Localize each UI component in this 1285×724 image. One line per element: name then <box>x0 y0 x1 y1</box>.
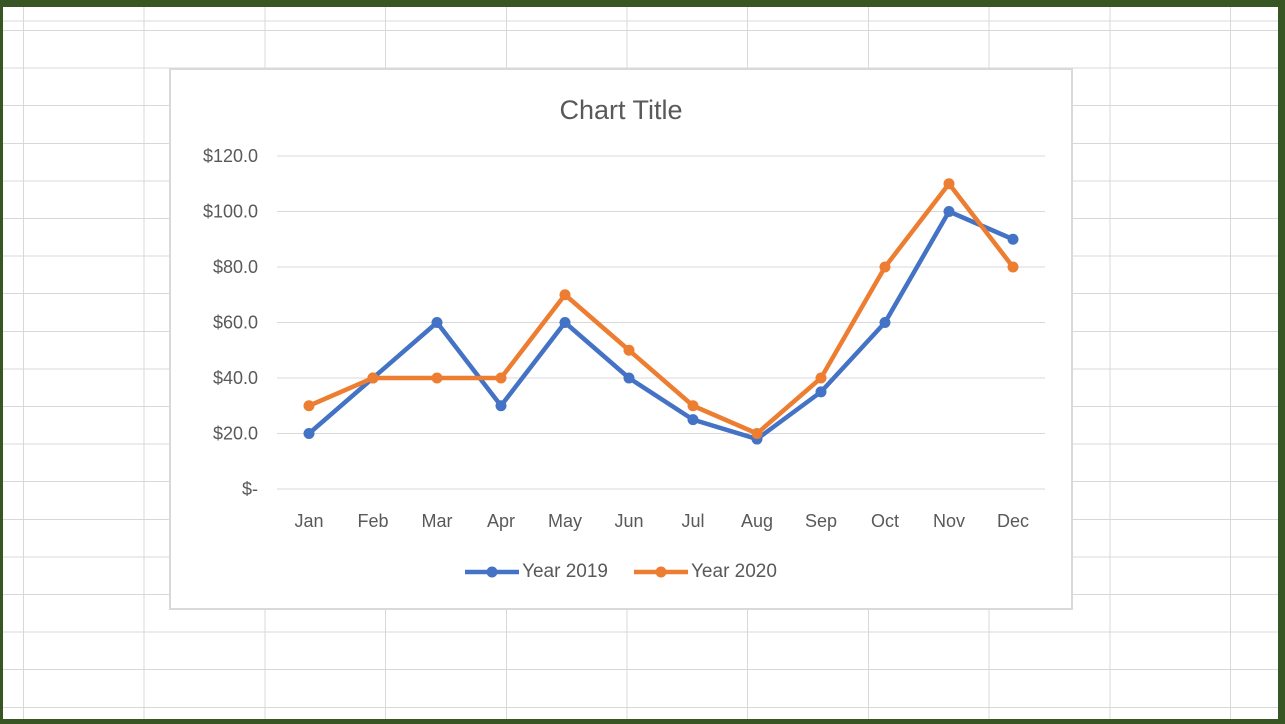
data-point-marker <box>431 372 443 384</box>
y-tick-label: $- <box>242 479 258 499</box>
data-point-marker <box>559 289 571 301</box>
data-point-marker <box>815 372 827 384</box>
y-tick-label: $20.0 <box>213 424 258 444</box>
data-point-marker <box>303 400 315 412</box>
x-tick-label: Apr <box>487 511 515 531</box>
data-point-marker <box>623 372 635 384</box>
data-point-marker <box>559 317 571 328</box>
series-line <box>306 209 1016 442</box>
legend-marker <box>486 566 498 578</box>
data-point-marker <box>879 261 891 273</box>
legend-item-year-2020[interactable]: Year 2020 <box>634 561 777 583</box>
data-point-marker <box>1007 261 1019 273</box>
data-point-marker <box>751 428 763 439</box>
x-tick-label: Aug <box>741 511 773 531</box>
legend-label: Year 2019 <box>522 561 608 582</box>
x-tick-label: May <box>548 511 582 531</box>
data-point-marker <box>815 386 827 398</box>
data-point-marker <box>943 178 955 190</box>
x-tick-label: Jan <box>294 511 323 531</box>
data-point-marker <box>431 317 443 328</box>
data-point-marker <box>879 317 891 328</box>
x-tick-label: Nov <box>933 511 965 531</box>
x-tick-label: Oct <box>871 511 899 531</box>
x-tick-label: Sep <box>805 511 837 531</box>
x-tick-label: Mar <box>422 511 453 531</box>
x-tick-label: Dec <box>997 511 1029 531</box>
data-point-marker <box>623 344 635 356</box>
y-tick-label: $80.0 <box>213 257 258 277</box>
data-point-marker <box>303 428 315 439</box>
data-point-marker <box>687 400 699 412</box>
data-point-marker <box>495 372 507 384</box>
series-year-2020[interactable] <box>303 178 1019 439</box>
legend-key-icon <box>465 566 520 578</box>
plot-area: $120.0 $100.0 $80.0 $60.0 $40.0 $20.0 $- Jan Feb… <box>203 146 1045 531</box>
x-tick-label: Jun <box>614 511 643 531</box>
data-point-marker <box>495 400 507 412</box>
x-tick-label: Jul <box>681 511 704 531</box>
data-point-marker <box>687 414 699 426</box>
series-year-2019[interactable] <box>303 206 1019 445</box>
legend-marker <box>655 566 667 578</box>
legend-label: Year 2020 <box>691 561 777 582</box>
y-tick-label: $120.0 <box>203 146 258 166</box>
chart-object[interactable]: Chart Title $120.0 $100.0 $80.0 $60.0 $40.0 $… <box>169 68 1073 610</box>
series-line <box>306 181 1016 436</box>
data-point-marker <box>367 372 379 384</box>
chart-title[interactable]: Chart Title <box>559 95 683 125</box>
data-point-marker <box>1007 233 1019 245</box>
y-tick-label: $40.0 <box>213 368 258 388</box>
y-tick-label: $100.0 <box>203 202 258 222</box>
legend-key-icon <box>634 566 688 578</box>
chart-legend[interactable]: Year 2019 Year 2020 <box>171 559 1071 585</box>
data-point-marker <box>943 206 955 217</box>
y-tick-label: $60.0 <box>213 313 258 333</box>
x-tick-label: Feb <box>357 511 388 531</box>
legend-item-year-2019[interactable]: Year 2019 <box>465 561 608 583</box>
